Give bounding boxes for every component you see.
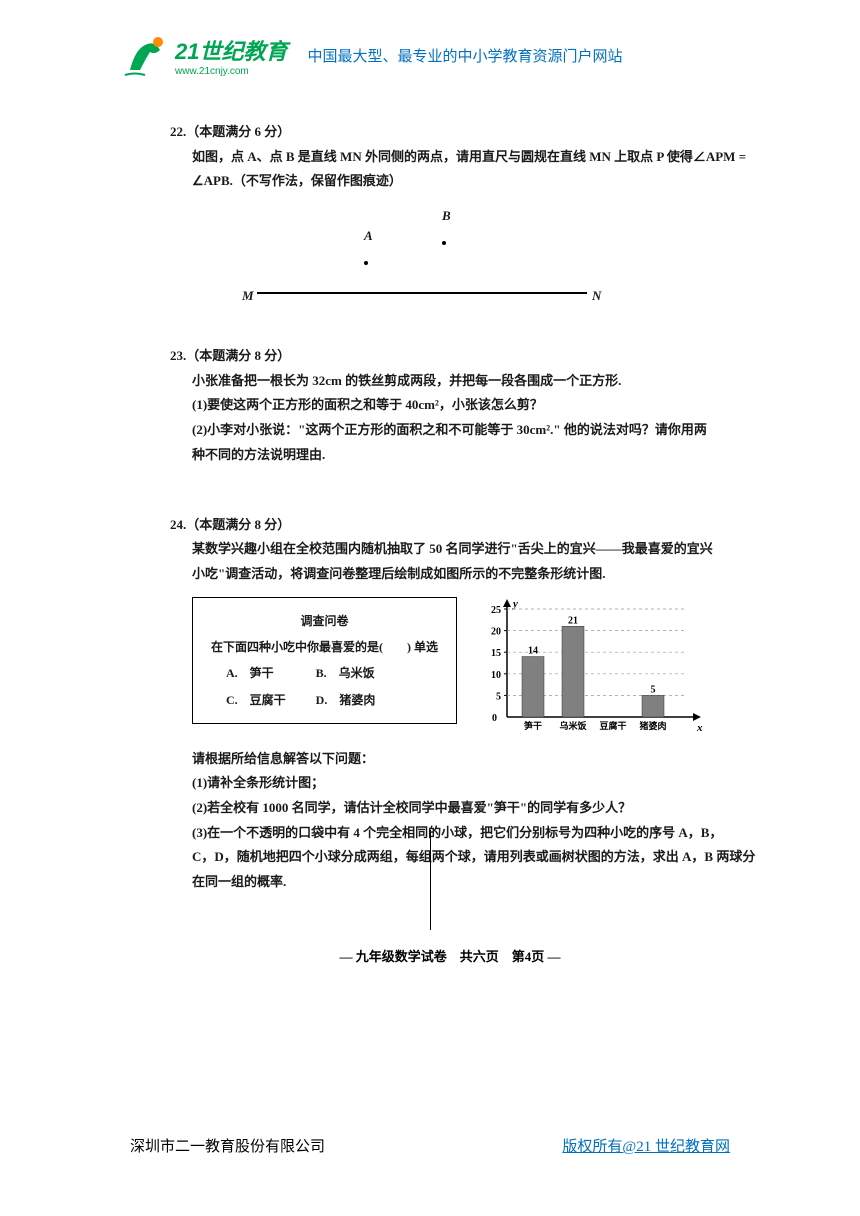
- problem-text: (3)在一个不透明的口袋中有 4 个完全相同的小球，把它们分别标号为四种小吃的序…: [192, 821, 730, 846]
- geometry-diagram: B A M N: [192, 204, 730, 304]
- problem-heading: 24.（本题满分 8 分）: [170, 513, 730, 538]
- problem-text: (2)小李对小张说："这两个正方形的面积之和不可能等于 30cm²." 他的说法…: [192, 418, 730, 443]
- svg-text:10: 10: [491, 669, 501, 680]
- problem-text: 如图，点 A、点 B 是直线 MN 外同侧的两点，请用直尺与圆规在直线 MN 上…: [192, 145, 730, 170]
- svg-text:25: 25: [491, 605, 501, 616]
- survey-box: 调查问卷 在下面四种小吃中你最喜爱的是( ) 单选 A. 笋干 C. 豆腐干 B…: [192, 597, 457, 725]
- svg-text:15: 15: [491, 648, 501, 659]
- problem-text: (1)请补全条形统计图；: [192, 771, 730, 796]
- line-mn: [257, 292, 587, 294]
- svg-text:21: 21: [568, 615, 578, 626]
- problem-text: 某数学兴趣小组在全校范围内随机抽取了 50 名同学进行"舌尖上的宜兴——我最喜爱…: [192, 537, 730, 562]
- logo: 21世纪教育 www.21cnjy.com: [120, 30, 287, 80]
- vertical-divider: [430, 830, 431, 930]
- bar-chart: y x 0 5 10 15 20 25 14 笋干 21 乌米饭 豆腐干 5 猪婆肉: [477, 597, 707, 737]
- problem-22: 22.（本题满分 6 分） 如图，点 A、点 B 是直线 MN 外同侧的两点，请…: [170, 120, 730, 304]
- problem-heading: 23.（本题满分 8 分）: [170, 344, 730, 369]
- option-c: C. 豆腐干: [226, 687, 286, 713]
- problem-text: 种不同的方法说明理由.: [192, 443, 730, 468]
- svg-text:x: x: [696, 722, 703, 734]
- logo-title: 21世纪教育: [175, 34, 287, 66]
- option-b: B. 乌米饭: [316, 660, 376, 686]
- problem-23: 23.（本题满分 8 分） 小张准备把一根长为 32cm 的铁丝剪成两段，并把每…: [170, 344, 730, 467]
- logo-text: 21世纪教育 www.21cnjy.com: [175, 34, 287, 77]
- survey-question: 在下面四种小吃中你最喜爱的是( ) 单选: [211, 634, 438, 660]
- problem-text: 小吃"调查活动，将调查问卷整理后绘制成如图所示的不完整条形统计图.: [192, 562, 730, 587]
- svg-text:20: 20: [491, 626, 501, 637]
- point-m-label: M: [242, 284, 254, 309]
- svg-text:14: 14: [528, 645, 538, 656]
- runner-icon: [120, 30, 170, 80]
- problem-text: C，D，随机地把四个小球分成两组，每组两个球，请用列表或画树状图的方法，求出 A…: [192, 845, 730, 870]
- page-footer: 深圳市二一教育股份有限公司 版权所有@21 世纪教育网: [0, 1135, 860, 1156]
- survey-and-chart: 调查问卷 在下面四种小吃中你最喜爱的是( ) 单选 A. 笋干 C. 豆腐干 B…: [192, 597, 730, 737]
- problem-text: 在同一组的概率.: [192, 870, 730, 895]
- problem-text: 小张准备把一根长为 32cm 的铁丝剪成两段，并把每一段各围成一个正方形.: [192, 369, 730, 394]
- header-slogan: 中国最大型、最专业的中小学教育资源门户网站: [307, 45, 622, 66]
- survey-title: 调查问卷: [211, 608, 438, 634]
- svg-text:5: 5: [651, 684, 656, 695]
- point-n-label: N: [592, 284, 601, 309]
- svg-text:0: 0: [492, 713, 497, 724]
- footer-company: 深圳市二一教育股份有限公司: [130, 1135, 325, 1156]
- problem-text: (2)若全校有 1000 名同学，请估计全校同学中最喜爱"笋干"的同学有多少人？: [192, 796, 730, 821]
- option-d: D. 猪婆肉: [316, 687, 376, 713]
- point-a-label: A: [364, 224, 373, 273]
- problem-text: ∠APB.（不写作法，保留作图痕迹）: [192, 169, 730, 194]
- svg-text:猪婆肉: 猪婆肉: [638, 720, 666, 731]
- svg-text:笋干: 笋干: [523, 720, 542, 731]
- problem-text: (1)要使这两个正方形的面积之和等于 40cm²，小张该怎么剪？: [192, 393, 730, 418]
- svg-text:y: y: [511, 598, 518, 610]
- svg-text:豆腐干: 豆腐干: [599, 720, 626, 731]
- svg-text:5: 5: [496, 691, 501, 702]
- svg-text:乌米饭: 乌米饭: [559, 720, 586, 731]
- option-a: A. 笋干: [226, 660, 286, 686]
- problem-24: 24.（本题满分 8 分） 某数学兴趣小组在全校范围内随机抽取了 50 名同学进…: [170, 513, 730, 895]
- footer-copyright[interactable]: 版权所有@21 世纪教育网: [562, 1135, 730, 1156]
- point-b-label: B: [442, 204, 451, 253]
- problem-heading: 22.（本题满分 6 分）: [170, 120, 730, 145]
- problem-text: 请根据所给信息解答以下问题：: [192, 747, 730, 772]
- page-header: 21世纪教育 www.21cnjy.com 中国最大型、最专业的中小学教育资源门…: [0, 0, 860, 90]
- page-number: — 九年级数学试卷 共六页 第4页 —: [170, 945, 730, 970]
- logo-url: www.21cnjy.com: [175, 66, 287, 77]
